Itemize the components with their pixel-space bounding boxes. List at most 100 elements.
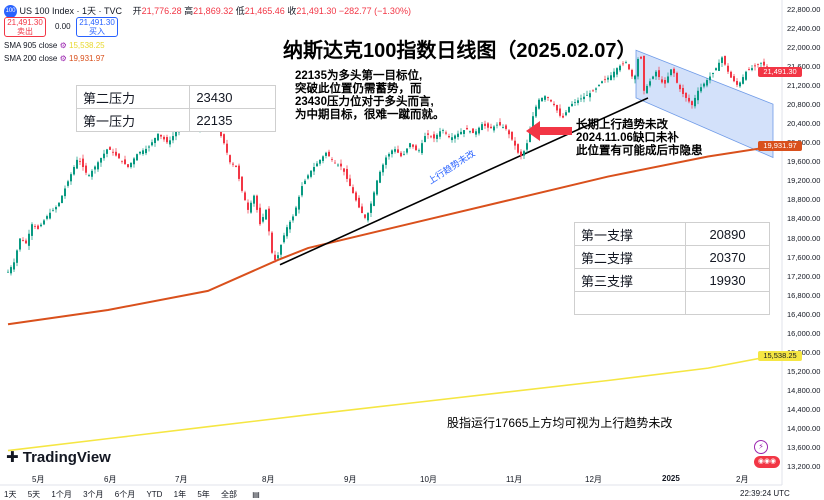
- candle-body: [646, 86, 648, 94]
- utc-clock[interactable]: 22:39:24 UTC: [740, 489, 790, 498]
- timeframe-1y-button[interactable]: 1年: [173, 490, 187, 499]
- downtrend-channel: [635, 49, 774, 159]
- candle-body: [520, 151, 522, 156]
- candle-body: [112, 151, 114, 153]
- note-line: 2024.11.06缺口未补: [576, 132, 679, 144]
- candle-body: [160, 134, 162, 137]
- tradingview-logo[interactable]: ✚ TradingView: [6, 448, 111, 466]
- sell-price: 21,491.30: [7, 18, 43, 27]
- y-tick-label: 19,200.00: [787, 176, 821, 186]
- candle-body: [244, 192, 246, 201]
- buy-price: 21,491.30: [79, 18, 115, 27]
- sma-200-legend[interactable]: SMA 200 close ⚙ 19,931.97: [4, 54, 105, 63]
- candle-body: [415, 145, 417, 151]
- level-value: 20370: [685, 245, 770, 269]
- y-tick-label: 17,200.00: [787, 271, 821, 281]
- calendar-icon[interactable]: ▤: [252, 490, 260, 499]
- candle-body: [568, 106, 570, 113]
- timeframe-ytd-button[interactable]: YTD: [146, 490, 163, 499]
- candle-body: [658, 70, 660, 78]
- open-value: 21,776.28: [141, 6, 182, 16]
- settings-icon[interactable]: ⚙: [59, 41, 67, 50]
- y-tick-label: 13,200.00: [787, 462, 821, 472]
- table-row: 第一压力 22135: [75, 108, 276, 132]
- candle-body: [631, 69, 633, 77]
- sma-905-legend[interactable]: SMA 905 close ⚙ 15,538.25: [4, 41, 105, 50]
- symbol-title[interactable]: US 100 Index · 1天 · TVC: [19, 6, 123, 16]
- x-tick-label: 11月: [506, 475, 523, 484]
- lightning-icon[interactable]: ⚡: [754, 440, 768, 454]
- candle-body: [280, 244, 282, 255]
- y-tick-label: 14,800.00: [787, 385, 821, 395]
- candle-body: [535, 106, 537, 117]
- note-trend-floor: 股指运行17665上方均可视为上行趋势未改: [447, 416, 673, 430]
- candle-body: [340, 163, 342, 167]
- candle-body: [544, 96, 546, 100]
- candle-body: [304, 180, 306, 185]
- timeframe-3m-button[interactable]: 3个月: [83, 490, 104, 499]
- candle-body: [628, 64, 630, 70]
- candle-body: [523, 151, 525, 156]
- buy-label: 买入: [89, 27, 105, 36]
- candle-body: [295, 207, 297, 216]
- timeframe-1m-button[interactable]: 1个月: [51, 490, 72, 499]
- candle-body: [691, 101, 693, 106]
- settings-icon[interactable]: ⚙: [59, 54, 67, 63]
- y-tick-label: 22,400.00: [787, 23, 821, 33]
- candle-body: [289, 221, 291, 230]
- candle-body: [274, 254, 276, 260]
- candle-body: [490, 126, 492, 129]
- y-tick-label: 21,600.00: [787, 61, 821, 71]
- note-line: 突破此位置仍需蓄势，而: [295, 83, 422, 95]
- y-tick-label: 14,000.00: [787, 424, 821, 434]
- candle-body: [526, 143, 528, 150]
- candle-body: [376, 180, 378, 195]
- candle-body: [643, 55, 645, 91]
- candle-body: [397, 149, 399, 153]
- note-line: 此位置有可能成后市隐患: [576, 145, 703, 157]
- candle-body: [667, 76, 669, 83]
- candle-body: [433, 134, 435, 139]
- timeframe-5d-button[interactable]: 5天: [27, 490, 41, 499]
- candle-body: [469, 131, 471, 133]
- candle-body: [466, 127, 468, 130]
- candle-body: [91, 170, 93, 177]
- timeframe-6m-button[interactable]: 6个月: [114, 490, 136, 499]
- y-tick-label: 15,200.00: [787, 366, 821, 376]
- timeframe-5y-button[interactable]: 5年: [197, 490, 210, 499]
- candle-body: [742, 77, 744, 84]
- candle-body: [754, 65, 756, 67]
- candle-body: [733, 76, 735, 82]
- events-icon[interactable]: ◉◉◉: [754, 456, 780, 468]
- candle-body: [721, 57, 723, 63]
- candle-body: [676, 72, 678, 83]
- change-value: −282.77 (−1.30%): [338, 6, 411, 16]
- timeframe-all-button[interactable]: 全部: [221, 490, 238, 499]
- timeframe-bar[interactable]: 1天 5天 1个月 3个月 6个月 YTD 1年 5年 全部 ▤: [4, 489, 260, 500]
- candle-body: [592, 90, 594, 92]
- candle-body: [556, 105, 558, 111]
- candle-body: [142, 150, 144, 155]
- candle-body: [124, 159, 126, 165]
- candle-body: [313, 167, 315, 172]
- candle-body: [664, 79, 666, 84]
- symbol-header[interactable]: 100 US 100 Index · 1天 · TVC 开21,776.28 高…: [4, 4, 411, 19]
- timeframe-1d-button[interactable]: 1天: [4, 490, 17, 499]
- candle-body: [703, 83, 705, 87]
- sma-905-value: 15,538.25: [69, 41, 105, 50]
- table-row: 第一支撑 20890: [573, 222, 770, 246]
- candle-body: [730, 71, 732, 78]
- sell-button[interactable]: 21,491.30 卖出: [4, 17, 46, 37]
- note-gap-risk: 长期上行趋势未改 2024.11.06缺口未补 此位置有可能成后市隐患: [576, 119, 703, 158]
- candle-body: [439, 131, 441, 137]
- candle-body: [133, 158, 135, 165]
- candle-body: [370, 203, 372, 213]
- buy-button[interactable]: 21,491.30 买入: [76, 17, 118, 37]
- candle-body: [139, 151, 141, 154]
- candle-body: [637, 59, 639, 77]
- sma-200-label: SMA 200 close: [4, 54, 58, 63]
- candle-body: [232, 163, 234, 165]
- x-tick-label: 8月: [262, 475, 275, 484]
- candle-body: [718, 62, 720, 71]
